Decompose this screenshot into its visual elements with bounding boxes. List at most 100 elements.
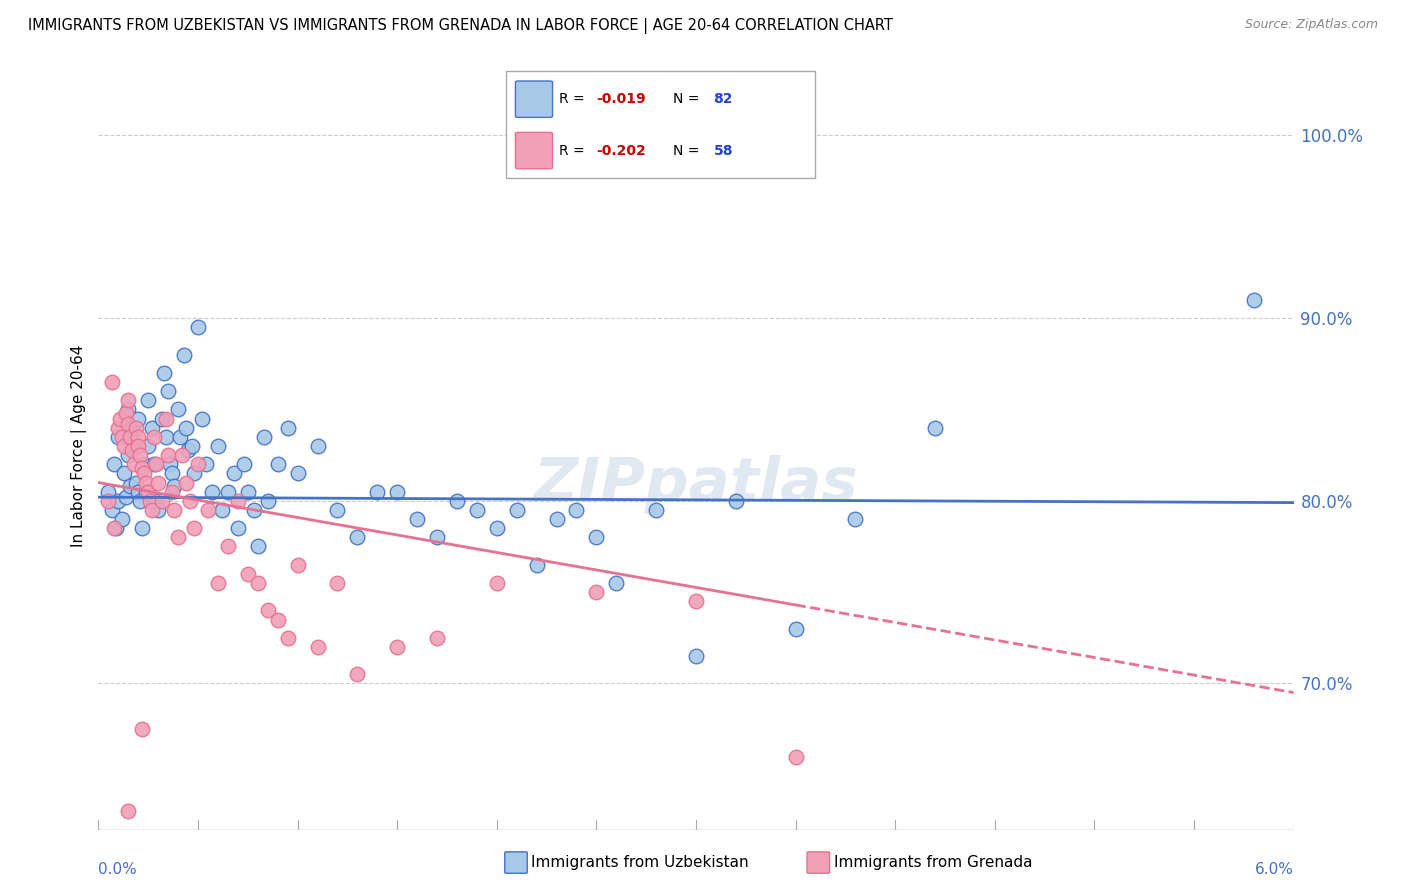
Point xyxy=(160,484,183,499)
Point xyxy=(585,530,607,544)
Point xyxy=(253,430,276,444)
Point xyxy=(117,805,139,819)
Text: IMMIGRANTS FROM UZBEKISTAN VS IMMIGRANTS FROM GRENADA IN LABOR FORCE | AGE 20-64: IMMIGRANTS FROM UZBEKISTAN VS IMMIGRANTS… xyxy=(28,18,893,34)
Point xyxy=(426,631,449,645)
Point xyxy=(243,503,266,517)
Point xyxy=(121,442,143,457)
Point xyxy=(173,348,195,362)
Point xyxy=(236,484,259,499)
FancyBboxPatch shape xyxy=(516,132,553,169)
Point xyxy=(111,512,134,526)
Point xyxy=(124,457,146,471)
Point xyxy=(136,393,159,408)
Point xyxy=(246,540,269,554)
Text: ZIPpatlas: ZIPpatlas xyxy=(534,455,858,514)
Point xyxy=(565,503,588,517)
Point xyxy=(181,439,204,453)
Point xyxy=(145,457,167,471)
Point xyxy=(115,406,138,420)
Point xyxy=(125,475,148,490)
Point xyxy=(153,366,176,380)
Point xyxy=(211,503,233,517)
Point xyxy=(785,622,807,636)
Point xyxy=(267,457,290,471)
Point xyxy=(139,493,162,508)
Point xyxy=(129,448,152,462)
Point xyxy=(169,430,191,444)
Point xyxy=(127,430,149,444)
Point xyxy=(187,320,209,334)
Point xyxy=(183,467,205,481)
Point xyxy=(465,503,488,517)
Point xyxy=(121,421,143,435)
Point xyxy=(426,530,449,544)
Point xyxy=(1243,293,1265,307)
Point xyxy=(117,393,139,408)
Point xyxy=(685,594,707,608)
Point xyxy=(256,493,278,508)
Point xyxy=(120,430,142,444)
Point xyxy=(232,457,254,471)
Point xyxy=(115,490,138,504)
Point xyxy=(155,411,177,425)
Point xyxy=(685,648,707,663)
Point xyxy=(307,439,329,453)
Point xyxy=(148,503,170,517)
Point xyxy=(246,576,269,591)
Point xyxy=(785,749,807,764)
Y-axis label: In Labor Force | Age 20-64: In Labor Force | Age 20-64 xyxy=(72,345,87,547)
Point xyxy=(135,475,157,490)
Point xyxy=(141,421,163,435)
Point xyxy=(724,493,747,508)
Point xyxy=(366,484,388,499)
Text: 6.0%: 6.0% xyxy=(1254,863,1294,878)
Point xyxy=(844,512,866,526)
Point xyxy=(546,512,568,526)
Point xyxy=(134,457,156,471)
Point xyxy=(226,521,249,535)
Point xyxy=(112,467,135,481)
Point xyxy=(277,421,299,435)
Point xyxy=(217,540,239,554)
Point xyxy=(157,384,180,399)
Point xyxy=(167,530,190,544)
Point xyxy=(236,566,259,581)
Point xyxy=(101,375,124,389)
Text: N =: N = xyxy=(673,144,704,158)
FancyBboxPatch shape xyxy=(516,81,553,118)
Point xyxy=(136,484,159,499)
Point xyxy=(346,667,368,681)
Point xyxy=(117,448,139,462)
Point xyxy=(143,430,166,444)
Point xyxy=(326,576,349,591)
Point xyxy=(174,475,197,490)
Text: -0.019: -0.019 xyxy=(596,92,645,106)
Text: R =: R = xyxy=(558,92,589,106)
Text: N =: N = xyxy=(673,92,704,106)
Point xyxy=(195,457,218,471)
Point xyxy=(117,417,139,431)
Point xyxy=(406,512,429,526)
Point xyxy=(201,484,224,499)
Point xyxy=(145,493,167,508)
Point xyxy=(385,484,409,499)
Point xyxy=(585,585,607,599)
Point xyxy=(183,521,205,535)
Point xyxy=(163,479,186,493)
Point xyxy=(120,479,142,493)
Point xyxy=(97,493,120,508)
Point xyxy=(179,493,201,508)
Text: 0.0%: 0.0% xyxy=(98,863,138,878)
Point xyxy=(103,457,125,471)
Point xyxy=(117,402,139,417)
Text: Immigrants from Grenada: Immigrants from Grenada xyxy=(834,855,1032,870)
Point xyxy=(97,484,120,499)
Point xyxy=(197,503,219,517)
Point xyxy=(222,467,245,481)
Point xyxy=(131,722,153,736)
Point xyxy=(101,503,124,517)
Point xyxy=(127,411,149,425)
Point xyxy=(110,411,132,425)
Point xyxy=(172,448,194,462)
Point xyxy=(111,430,134,444)
